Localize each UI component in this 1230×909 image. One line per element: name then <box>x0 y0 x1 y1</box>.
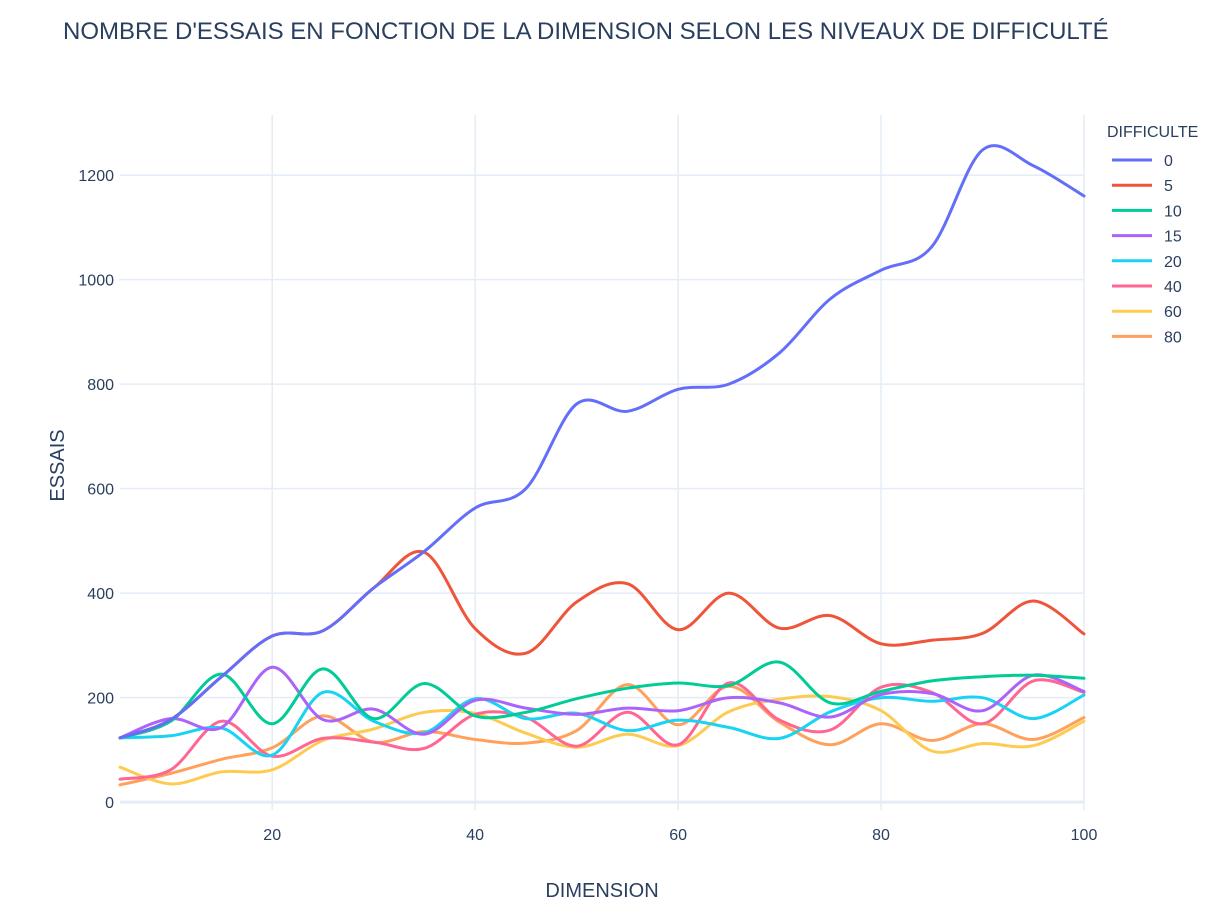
legend-label: 20 <box>1164 254 1182 271</box>
series-line-0 <box>118 144 1086 740</box>
legend-label: 10 <box>1164 203 1182 220</box>
y-tick-label: 600 <box>87 482 114 499</box>
legend-item-5[interactable]: 5 <box>1112 178 1173 195</box>
legend-label: 0 <box>1164 153 1173 170</box>
y-tick-label: 1200 <box>78 168 114 185</box>
y-tick-label: 0 <box>105 795 114 812</box>
y-axis-title: ESSAIS <box>47 429 69 501</box>
legend-label: 60 <box>1164 304 1182 321</box>
legend-label: 15 <box>1164 229 1182 246</box>
plot-area <box>118 144 1086 787</box>
y-tick-label: 400 <box>87 586 114 603</box>
x-tick-label: 80 <box>872 827 890 844</box>
legend-label: 5 <box>1164 178 1173 195</box>
legend-label: 40 <box>1164 279 1182 296</box>
series-line-20 <box>118 690 1086 758</box>
series-line-5 <box>118 549 1086 740</box>
series-line-80 <box>118 683 1086 787</box>
series-line-40 <box>118 678 1086 781</box>
legend-item-60[interactable]: 60 <box>1112 304 1182 321</box>
grid <box>120 115 1085 810</box>
series-line-60 <box>118 694 1086 786</box>
legend-item-10[interactable]: 10 <box>1112 203 1182 220</box>
x-axis: 20 40 60 80 100 <box>263 827 1097 844</box>
y-axis: 0 200 400 600 800 1000 1200 <box>78 168 114 812</box>
series-line-15 <box>118 665 1086 740</box>
legend-title: DIFFICULTE <box>1107 124 1198 141</box>
chart-title: NOMBRE D'ESSAIS EN FONCTION DE LA DIMENS… <box>63 18 1109 45</box>
legend-item-40[interactable]: 40 <box>1112 279 1182 296</box>
y-tick-label: 1000 <box>78 273 114 290</box>
legend-item-0[interactable]: 0 <box>1112 153 1173 170</box>
legend-item-15[interactable]: 15 <box>1112 229 1182 246</box>
x-tick-label: 100 <box>1071 827 1098 844</box>
y-tick-label: 800 <box>87 377 114 394</box>
legend-item-80[interactable]: 80 <box>1112 329 1182 346</box>
x-axis-title: DIMENSION <box>545 880 658 902</box>
y-tick-label: 200 <box>87 691 114 708</box>
legend-item-20[interactable]: 20 <box>1112 254 1182 271</box>
x-tick-label: 40 <box>466 827 484 844</box>
series-line-10 <box>118 660 1086 740</box>
x-tick-label: 60 <box>669 827 687 844</box>
x-tick-label: 20 <box>263 827 281 844</box>
legend[interactable]: DIFFICULTE 0 5 10 15 20 40 60 80 <box>1107 124 1198 346</box>
legend-label: 80 <box>1164 329 1182 346</box>
